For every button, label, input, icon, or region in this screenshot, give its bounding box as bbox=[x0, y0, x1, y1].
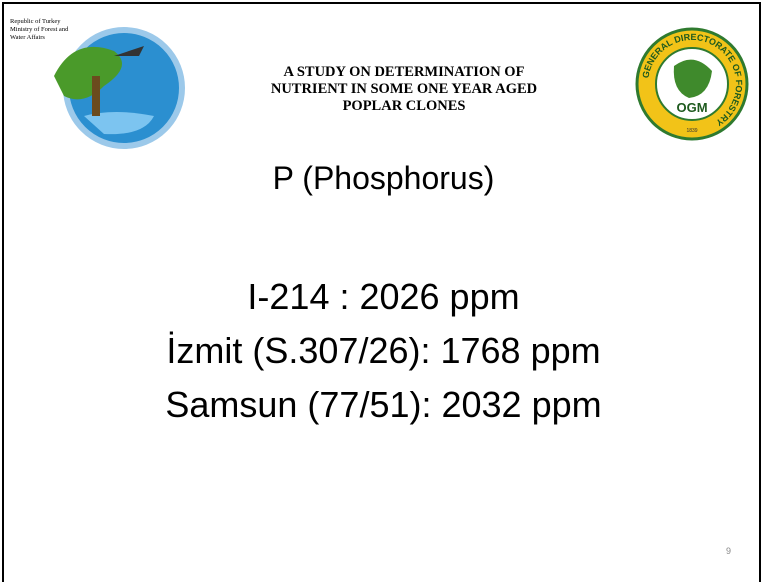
logo-map bbox=[84, 112, 154, 135]
study-title: A STUDY ON DETERMINATION OF NUTRIENT IN … bbox=[194, 64, 614, 115]
ministry-line: Republic of Turkey bbox=[10, 18, 61, 25]
ministry-line: Water Affairs bbox=[10, 34, 45, 41]
title-line: POPLAR CLONES bbox=[342, 98, 466, 114]
slide-heading: P (Phosphorus) bbox=[272, 160, 495, 196]
title-line: A STUDY ON DETERMINATION OF bbox=[283, 64, 525, 80]
body-line: İzmit (S.307/26): 1768 ppm bbox=[166, 330, 601, 371]
ministry-text: Republic of Turkey Ministry of Forest an… bbox=[10, 18, 68, 42]
ministry-line: Ministry of Forest and bbox=[10, 26, 69, 33]
logo-year: 1839 bbox=[686, 128, 697, 134]
logo-leaf bbox=[673, 59, 712, 98]
ogm-logo: GENERAL DIRECTORATE OF FORESTRY OGM 1839 bbox=[635, 27, 749, 141]
title-line: NUTRIENT IN SOME ONE YEAR AGED bbox=[270, 81, 538, 97]
logo-trunk bbox=[92, 76, 100, 116]
logo-abbr: OGM bbox=[676, 100, 707, 115]
body-line: Samsun (77/51): 2032 ppm bbox=[165, 384, 602, 425]
slide-body: I-214 : 2026 ppm İzmit (S.307/26): 1768 … bbox=[4, 270, 763, 432]
body-line: I-214 : 2026 ppm bbox=[247, 276, 520, 317]
logo-tree bbox=[54, 46, 122, 100]
page-number: 9 bbox=[726, 546, 732, 556]
ministry-logo bbox=[54, 27, 185, 149]
logo-bird bbox=[114, 46, 144, 56]
